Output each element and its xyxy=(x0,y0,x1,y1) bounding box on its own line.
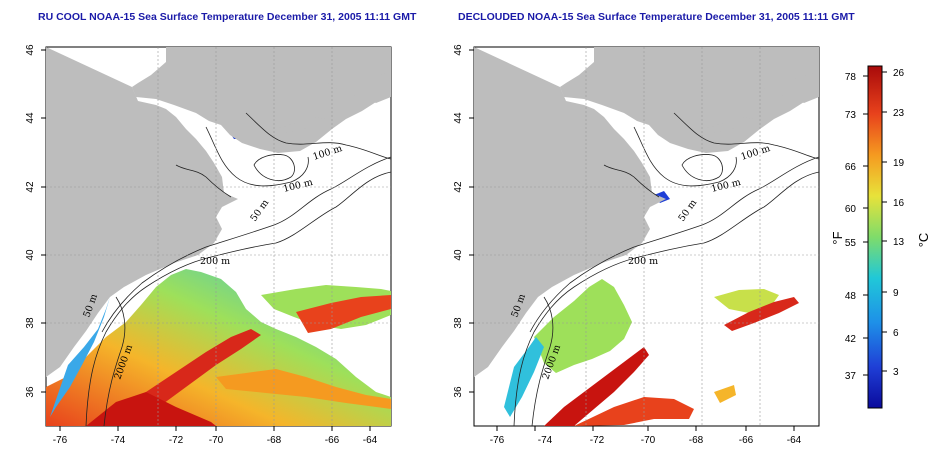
left-sst-gulfstream-core xyxy=(146,329,261,409)
left-lon-tick-72: -72 xyxy=(169,435,184,446)
colorbar-c-tick-6: 6 xyxy=(893,328,899,339)
right-map: 100 m 100 m 50 m 200 m 50 m 2000 m -76 -… xyxy=(453,44,820,446)
colorbar-f-tick-66: 66 xyxy=(845,162,857,173)
right-sst-shelf-green xyxy=(534,279,632,373)
left-lat-tick-36: 36 xyxy=(25,386,36,398)
left-map: 100 m 100 m 50 m 200 m 50 m 2000 m -76 -… xyxy=(25,44,392,446)
right-sst-warm-south xyxy=(574,397,694,426)
left-lon-tick-68: -68 xyxy=(267,435,282,446)
right-lat-tick-36: 36 xyxy=(453,386,464,398)
left-lat-tick-38: 38 xyxy=(25,317,36,329)
left-sst-orange-band xyxy=(216,369,391,409)
left-sst-gulfstream-ne xyxy=(296,295,391,333)
left-lon-tick-70: -70 xyxy=(209,435,224,446)
right-lat-tick-44: 44 xyxy=(453,112,464,124)
right-lon-tick-72: -72 xyxy=(590,435,605,446)
left-sst-cold-coast xyxy=(50,297,110,417)
left-map-title: RU COOL NOAA-15 Sea Surface Temperature … xyxy=(38,11,417,23)
colorbar-f-tick-37: 37 xyxy=(845,371,857,382)
colorbar-c-tick-9: 9 xyxy=(893,288,899,299)
left-lon-tick-74: -74 xyxy=(111,435,126,446)
right-lon-tick-68: -68 xyxy=(689,435,704,446)
right-sst-gulfstream-ne xyxy=(724,297,799,331)
left-lon-tick-76: -76 xyxy=(53,435,68,446)
colorbar-gradient xyxy=(867,65,883,409)
left-lat-tick-40: 40 xyxy=(25,249,36,261)
left-contour-label-200m: 200 m xyxy=(200,256,230,267)
right-lat-tick-38: 38 xyxy=(453,317,464,329)
colorbar-c-tick-16: 16 xyxy=(893,198,905,209)
left-sst-warm-south xyxy=(86,392,216,426)
right-lat-tick-40: 40 xyxy=(453,249,464,261)
colorbar-c-tick-3: 3 xyxy=(893,367,899,378)
right-sst-gulfstream xyxy=(544,347,649,426)
right-contour-label-200m: 200 m xyxy=(628,256,658,267)
colorbar-c-tick-23: 23 xyxy=(893,108,905,119)
right-lon-tick-74: -74 xyxy=(538,435,553,446)
colorbar-f-tick-42: 42 xyxy=(845,334,857,345)
left-lat-tick-44: 44 xyxy=(25,112,36,124)
colorbar-fahrenheit-unit: °F xyxy=(830,231,845,244)
left-lat-tick-46: 46 xyxy=(25,44,36,56)
right-lon-tick-64: -64 xyxy=(787,435,802,446)
right-lon-tick-76: -76 xyxy=(490,435,505,446)
right-lat-tick-46: 46 xyxy=(453,44,464,56)
left-lon-tick-66: -66 xyxy=(325,435,340,446)
right-map-title: DECLOUDED NOAA-15 Sea Surface Temperatur… xyxy=(458,11,855,23)
colorbar-c-tick-13: 13 xyxy=(893,237,905,248)
right-lon-tick-66: -66 xyxy=(739,435,754,446)
colorbar-f-tick-78: 78 xyxy=(845,72,857,83)
colorbar-f-tick-60: 60 xyxy=(845,204,857,215)
colorbar-c-tick-26: 26 xyxy=(893,68,905,79)
left-lon-tick-64: -64 xyxy=(363,435,378,446)
colorbar-celsius-unit: °C xyxy=(916,233,931,248)
right-lon-tick-70: -70 xyxy=(641,435,656,446)
right-sst-orange-bit xyxy=(714,385,736,403)
colorbar-c-tick-19: 19 xyxy=(893,158,905,169)
left-lat-tick-42: 42 xyxy=(25,181,36,193)
colorbar: 78 73 66 60 55 48 42 37 26 23 19 16 13 9… xyxy=(830,65,931,409)
colorbar-f-tick-48: 48 xyxy=(845,291,857,302)
right-sst-cold-coast xyxy=(504,337,544,417)
right-lat-tick-42: 42 xyxy=(453,181,464,193)
colorbar-f-tick-73: 73 xyxy=(845,110,857,121)
colorbar-f-tick-55: 55 xyxy=(845,238,857,249)
